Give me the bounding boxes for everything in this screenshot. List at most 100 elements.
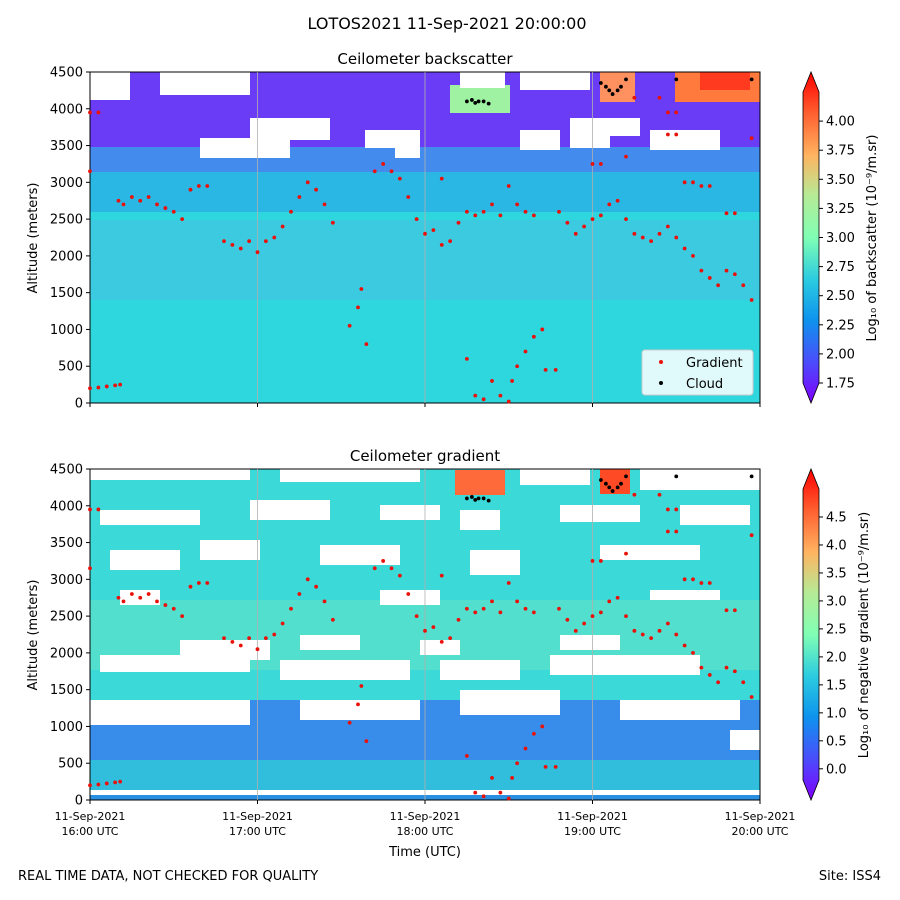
cloud-point (749, 77, 754, 82)
quality-disclaimer: REAL TIME DATA, NOT CHECKED FOR QUALITY (18, 869, 319, 884)
gradient-point (155, 202, 159, 207)
gradient-point (665, 529, 670, 534)
cloud-point (607, 485, 612, 490)
y-tick-label: 3500 (50, 139, 83, 154)
cloud-point (481, 99, 486, 104)
backscatter-colorbar-label: Log₁₀ of backscatter (10⁻⁹/m.sr) (865, 135, 880, 342)
cloud-point (598, 478, 603, 482)
gradient-point (138, 595, 143, 600)
gradient-point (557, 606, 561, 611)
gradient-point (523, 209, 528, 214)
gradient-point (632, 628, 637, 633)
gradient-point (205, 184, 210, 188)
legend-cloud-marker (659, 381, 663, 385)
gradient-point (439, 176, 444, 181)
gradient-point (531, 731, 536, 736)
gradient-point (682, 577, 687, 582)
backscatter-x-ticks (89, 403, 761, 407)
gradient-point (490, 776, 494, 780)
gradient-point (439, 573, 444, 578)
gradient-point (624, 614, 628, 619)
x-tick-label-date: 11-Sep-2021 (222, 810, 293, 823)
y-tick-label: 2000 (50, 249, 83, 264)
gradient-point (238, 643, 243, 648)
cloud-patch (450, 85, 510, 113)
gradient-markers (88, 474, 754, 801)
gradient-point (473, 393, 478, 398)
colorbar-tick-label: 1.5 (826, 678, 847, 693)
x-tick-label-time: 19:00 UTC (564, 825, 621, 838)
cloud-point (624, 77, 628, 82)
legend-cloud-label: Cloud (686, 377, 723, 392)
gradient-point (649, 239, 654, 244)
gradient-point (632, 231, 637, 236)
gradient-point (557, 209, 561, 214)
x-tick-label-time: 18:00 UTC (396, 825, 453, 838)
gradient-point (473, 790, 478, 795)
gradient-point (665, 621, 670, 626)
cloud-point (473, 497, 478, 502)
gradient-point (682, 180, 687, 185)
gradient-point (481, 209, 486, 214)
gradient-point (205, 581, 210, 585)
gradient-point (515, 364, 520, 369)
gradient-point (716, 680, 721, 685)
gradient-point (263, 636, 268, 641)
gradient-point (632, 95, 637, 100)
gradient-point (464, 753, 469, 758)
y-tick-label: 1500 (50, 286, 83, 301)
gradient-point (598, 610, 603, 615)
gradient-point (624, 154, 628, 159)
gradient-point (280, 621, 285, 626)
x-tick-label-date: 11-Sep-2021 (725, 810, 796, 823)
y-tick-label: 500 (58, 757, 83, 772)
gradient-point (657, 492, 662, 497)
gradient-point (515, 202, 520, 207)
gradient-point (590, 162, 595, 166)
gradient-point (118, 382, 123, 387)
gradient-point (543, 368, 548, 372)
colorbar-tick-label: 3.50 (826, 173, 855, 188)
gradient-point (490, 379, 494, 383)
gradient-point (155, 599, 159, 604)
colorbar-bar (802, 70, 820, 405)
gradient-point (305, 577, 310, 582)
gradient-point (665, 132, 670, 137)
gradient-point (699, 581, 704, 585)
gradient-point (121, 599, 126, 604)
gradient-point (724, 665, 729, 670)
x-tick-label-date: 11-Sep-2021 (55, 810, 126, 823)
gradient-point (506, 581, 511, 585)
gradient-point (674, 529, 679, 534)
gradient-point (196, 581, 201, 585)
gradient-point (498, 213, 503, 218)
gradient-point (582, 224, 587, 229)
x-axis-label: Time (UTC) (388, 845, 461, 860)
gradient-point (322, 202, 327, 207)
y-tick-label: 0 (75, 397, 83, 412)
backscatter-ylabel: Altitude (meters) (26, 183, 41, 294)
figure-title: LOTOS2021 11-Sep-2021 20:00:00 (308, 14, 587, 33)
gradient-point (397, 176, 402, 181)
gradient-point (699, 184, 704, 188)
gradient-point (372, 566, 377, 571)
legend-box (641, 349, 754, 396)
cloud-patch (600, 469, 630, 494)
gradient-point (749, 136, 754, 141)
cloud-point (486, 101, 491, 106)
gradient-point (414, 614, 419, 619)
gradient-point (146, 195, 151, 199)
cloud-point (470, 495, 474, 499)
gradient-point (749, 695, 754, 699)
gradient-point (523, 349, 528, 354)
gradient-point (96, 385, 101, 390)
gradient-point (356, 702, 360, 707)
colorbar-tick-label: 2.0 (826, 650, 847, 665)
gradient-point (523, 606, 528, 611)
colorbar-tick-label: 3.00 (826, 231, 855, 246)
gradient-point (347, 323, 352, 328)
cloud-point (481, 496, 486, 501)
gradient-point (624, 217, 628, 222)
